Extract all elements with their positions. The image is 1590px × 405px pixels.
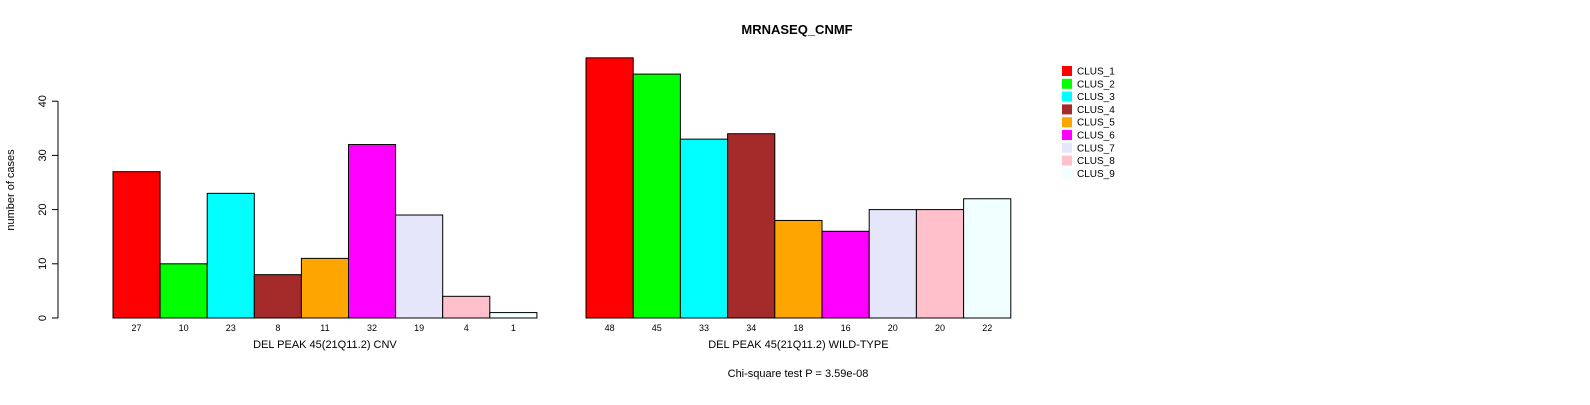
bar-count-label: 32: [367, 323, 377, 333]
bar-cnv-clus-8: [442, 295, 491, 319]
bar-count-label: 34: [746, 323, 756, 333]
bar-cnv-clus-5: [300, 257, 349, 319]
bar-wild-type-clus-6: [821, 230, 870, 319]
bar-count-label: 20: [935, 323, 945, 333]
legend-swatch-clus-9: [1062, 168, 1072, 179]
y-axis-label: number of cases: [5, 149, 17, 231]
bar-wild-type-clus-4: [727, 133, 776, 319]
bar-count-label: 27: [132, 323, 142, 333]
bar-wild-type-clus-3: [679, 138, 729, 319]
bar-count-label: 33: [699, 323, 709, 333]
bar-wild-type-clus-2: [632, 73, 681, 319]
legend-swatch-clus-5: [1062, 117, 1072, 128]
legend-label: CLUS_7: [1077, 143, 1115, 154]
bar-wild-type-clus-8: [915, 209, 965, 319]
legend-swatch-clus-2: [1062, 78, 1072, 89]
y-tick-label: 0: [37, 315, 49, 321]
y-axis: 0 10 20 30 40: [37, 95, 59, 321]
y-tick-label: 10: [37, 258, 49, 270]
bar-wild-type-clus-9: [963, 198, 1012, 319]
bar-count-label: 8: [275, 323, 280, 333]
bar-count-label: 19: [414, 323, 424, 333]
bar-panels: 27 10 23 8 11 32 19 4 1 DEL PEAK 45(21Q11.2) CNV 4…: [112, 57, 1012, 351]
legend-label: CLUS_3: [1077, 92, 1115, 103]
legend-swatch-clus-7: [1062, 142, 1072, 153]
x-axis-label-wild-type: DEL PEAK 45(21Q11.2) WILD-TYPE: [708, 339, 888, 351]
legend-swatch-clus-4: [1062, 104, 1072, 115]
legend: CLUS_1CLUS_2CLUS_3CLUS_4CLUS_5CLUS_6CLUS…: [1062, 66, 1115, 180]
bar-cnv-clus-1: [112, 171, 161, 319]
chart-title: MRNASEQ_CNMF: [741, 22, 852, 37]
legend-label: CLUS_2: [1077, 79, 1115, 90]
legend-swatch-clus-3: [1062, 91, 1072, 102]
chi-square-footnote: Chi-square test P = 3.59e-08: [728, 368, 869, 380]
bar-cnv-clus-2: [159, 263, 208, 319]
legend-label: CLUS_9: [1077, 169, 1115, 180]
x-axis-label-cnv: DEL PEAK 45(21Q11.2) CNV: [253, 339, 397, 351]
legend-swatch-clus-8: [1062, 155, 1072, 166]
bar-wild-type-clus-1: [585, 57, 634, 319]
bar-wild-type-clus-5: [774, 219, 823, 319]
bar-cnv-clus-3: [206, 192, 255, 319]
bar-count-label: 4: [464, 323, 469, 333]
legend-swatch-clus-1: [1062, 66, 1072, 76]
y-tick-label: 20: [37, 203, 49, 215]
y-tick-label: 30: [37, 149, 49, 161]
bar-count-label: 11: [320, 323, 329, 333]
bar-count-label: 20: [888, 323, 898, 333]
y-tick-label: 40: [37, 95, 49, 107]
legend-label: CLUS_4: [1077, 105, 1115, 116]
bar-count-label: 10: [179, 323, 189, 333]
bar-count-label: 1: [511, 323, 516, 333]
bar-count-label: 48: [605, 323, 615, 333]
bar-count-label: 18: [793, 323, 803, 333]
legend-label: CLUS_8: [1077, 156, 1115, 167]
panel-wild-type: 48 45 33 34 18 16 20 20 22 DEL PEAK 45(21Q11.2) W…: [585, 57, 1012, 351]
bar-count-label: 45: [652, 323, 662, 333]
bar-cnv-clus-4: [253, 274, 302, 319]
bar-cnv-clus-9: [489, 312, 538, 319]
bar-cnv-clus-7: [395, 214, 444, 319]
panel-cnv: 27 10 23 8 11 32 19 4 1 DEL PEAK 45(21Q11.2) CNV: [112, 144, 538, 351]
legend-label: CLUS_6: [1077, 131, 1115, 142]
bar-cnv-clus-6: [348, 144, 397, 319]
bar-wild-type-clus-7: [868, 209, 917, 319]
legend-swatch-clus-6: [1062, 130, 1072, 140]
bar-count-label: 23: [226, 323, 236, 333]
bar-count-label: 22: [982, 323, 992, 333]
legend-label: CLUS_1: [1077, 67, 1115, 78]
legend-label: CLUS_5: [1077, 118, 1115, 129]
bar-count-label: 16: [841, 323, 851, 333]
